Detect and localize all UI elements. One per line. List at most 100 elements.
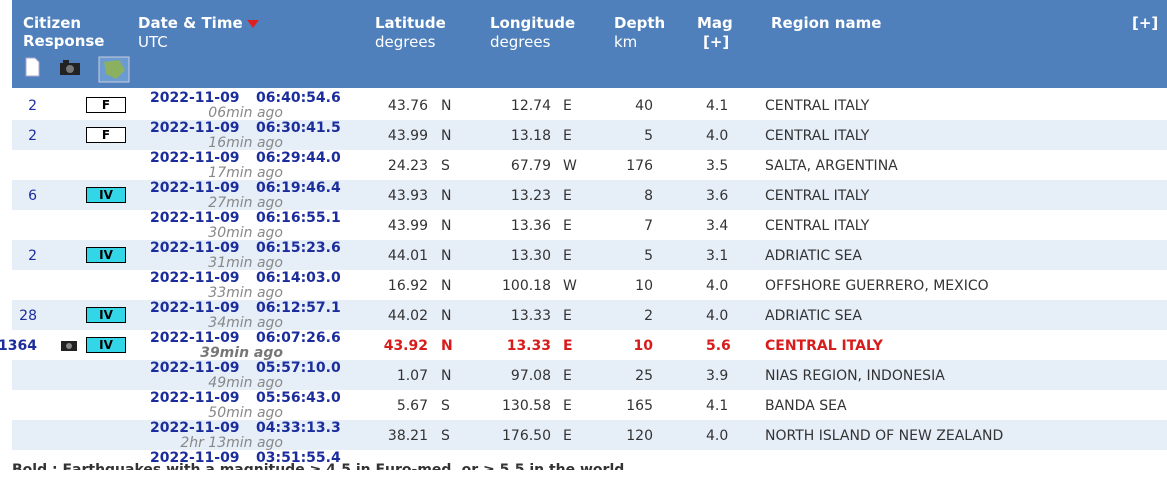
- longitude: 97.08: [510, 368, 551, 384]
- col-sub: degrees: [375, 33, 436, 51]
- event-time[interactable]: 03:51:55.4: [256, 450, 341, 466]
- camera-icon[interactable]: [60, 338, 78, 352]
- time-ago: 30min ago: [208, 225, 283, 241]
- more-columns[interactable]: [+]: [1132, 14, 1159, 32]
- response-count[interactable]: 28: [19, 308, 37, 324]
- response-count[interactable]: 2: [28, 128, 37, 144]
- lon-hemisphere: E: [563, 338, 573, 354]
- col-header: Region name: [771, 14, 882, 32]
- event-time[interactable]: 05:56:43.0: [256, 390, 341, 406]
- table-row: [12, 420, 1167, 450]
- depth: 10: [635, 278, 653, 294]
- lon-hemisphere: W: [563, 158, 577, 174]
- footer-note: Bold : Earthquakes with a magnitude ≥ 4.…: [12, 462, 625, 470]
- event-time[interactable]: 04:33:13.3: [256, 420, 341, 436]
- col-sub: UTC: [138, 33, 168, 51]
- col-header: Longitude: [490, 14, 576, 32]
- table-row: [12, 120, 1167, 150]
- depth: 120: [626, 428, 653, 444]
- intensity-badge[interactable]: IV: [86, 337, 126, 353]
- region-name: CENTRAL ITALY: [765, 128, 870, 144]
- event-time[interactable]: 06:29:44.0: [256, 150, 341, 166]
- event-time[interactable]: 06:30:41.5: [256, 120, 341, 136]
- event-time[interactable]: 06:15:23.6: [256, 240, 341, 256]
- longitude: 13.18: [510, 128, 551, 144]
- intensity-badge[interactable]: F: [86, 127, 126, 143]
- event-date[interactable]: 2022-11-09: [150, 210, 240, 226]
- region-name: NIAS REGION, INDONESIA: [765, 368, 945, 384]
- col-header: Citizen: [23, 14, 82, 32]
- col-header[interactable]: Date & Time: [138, 14, 243, 32]
- magnitude: 4.0: [706, 278, 729, 294]
- depth: 176: [626, 158, 653, 174]
- longitude: 67.79: [510, 158, 551, 174]
- event-time[interactable]: 06:12:57.1: [256, 300, 341, 316]
- col-sub: degrees: [490, 33, 551, 51]
- event-time[interactable]: 06:40:54.6: [256, 90, 341, 106]
- table-row: [12, 300, 1167, 330]
- latitude: 43.99: [387, 218, 428, 234]
- col-header: Depth: [614, 14, 666, 32]
- response-count[interactable]: 2: [28, 98, 37, 114]
- doc-icon[interactable]: [25, 57, 40, 77]
- magnitude: 4.0: [706, 128, 729, 144]
- event-date[interactable]: 2022-11-09: [150, 120, 240, 136]
- depth: 165: [626, 398, 653, 414]
- region-name: NORTH ISLAND OF NEW ZEALAND: [765, 428, 1004, 444]
- table-row: [12, 90, 1167, 120]
- time-ago: 33min ago: [208, 285, 283, 301]
- latitude: 38.21: [387, 428, 428, 444]
- event-date[interactable]: 2022-11-09: [150, 420, 240, 436]
- longitude: 13.33: [510, 308, 551, 324]
- response-count[interactable]: 6: [28, 188, 37, 204]
- latitude: 16.92: [387, 278, 428, 294]
- event-date[interactable]: 2022-11-09: [150, 90, 240, 106]
- event-time[interactable]: 06:16:55.1: [256, 210, 341, 226]
- event-date[interactable]: 2022-11-09: [150, 180, 240, 196]
- event-date[interactable]: 2022-11-09: [150, 330, 240, 346]
- event-date[interactable]: 2022-11-09: [150, 300, 240, 316]
- longitude: 130.58: [502, 398, 551, 414]
- event-date[interactable]: 2022-11-09: [150, 150, 240, 166]
- event-time[interactable]: 06:14:03.0: [256, 270, 341, 286]
- col-sub: km: [614, 33, 638, 51]
- region-name: OFFSHORE GUERRERO, MEXICO: [765, 278, 989, 294]
- intensity-badge[interactable]: IV: [86, 307, 126, 323]
- event-date[interactable]: 2022-11-09: [150, 450, 240, 466]
- latitude: 43.76: [387, 98, 428, 114]
- event-date[interactable]: 2022-11-09: [150, 240, 240, 256]
- intensity-badge[interactable]: F: [86, 97, 126, 113]
- lon-hemisphere: E: [563, 428, 572, 444]
- depth: 5: [644, 128, 653, 144]
- magnitude: 3.1: [706, 248, 729, 264]
- response-count[interactable]: 1364: [0, 338, 37, 354]
- intensity-badge[interactable]: IV: [86, 247, 126, 263]
- intensity-badge[interactable]: IV: [86, 187, 126, 203]
- latitude: 1.07: [396, 368, 428, 384]
- col-header: Mag: [697, 14, 733, 32]
- table-row: [12, 150, 1167, 180]
- longitude: 13.33: [506, 338, 551, 354]
- latitude: 43.93: [387, 188, 428, 204]
- region-name: CENTRAL ITALY: [765, 98, 870, 114]
- lat-hemisphere: N: [441, 128, 452, 144]
- lat-hemisphere: S: [441, 428, 450, 444]
- lon-hemisphere: E: [563, 368, 572, 384]
- event-date[interactable]: 2022-11-09: [150, 360, 240, 376]
- time-ago: 34min ago: [208, 315, 283, 331]
- event-time[interactable]: 06:07:26.6: [256, 330, 341, 346]
- col-more[interactable]: [+]: [703, 33, 730, 51]
- lon-hemisphere: E: [563, 308, 572, 324]
- response-count[interactable]: 2: [28, 248, 37, 264]
- event-date[interactable]: 2022-11-09: [150, 390, 240, 406]
- depth: 2: [644, 308, 653, 324]
- longitude: 176.50: [502, 428, 551, 444]
- event-time[interactable]: 06:19:46.4: [256, 180, 341, 196]
- sort-icon[interactable]: [246, 19, 260, 29]
- event-date[interactable]: 2022-11-09: [150, 270, 240, 286]
- latitude: 24.23: [387, 158, 428, 174]
- col-header: Latitude: [375, 14, 446, 32]
- longitude: 12.74: [510, 98, 551, 114]
- event-time[interactable]: 05:57:10.0: [256, 360, 341, 376]
